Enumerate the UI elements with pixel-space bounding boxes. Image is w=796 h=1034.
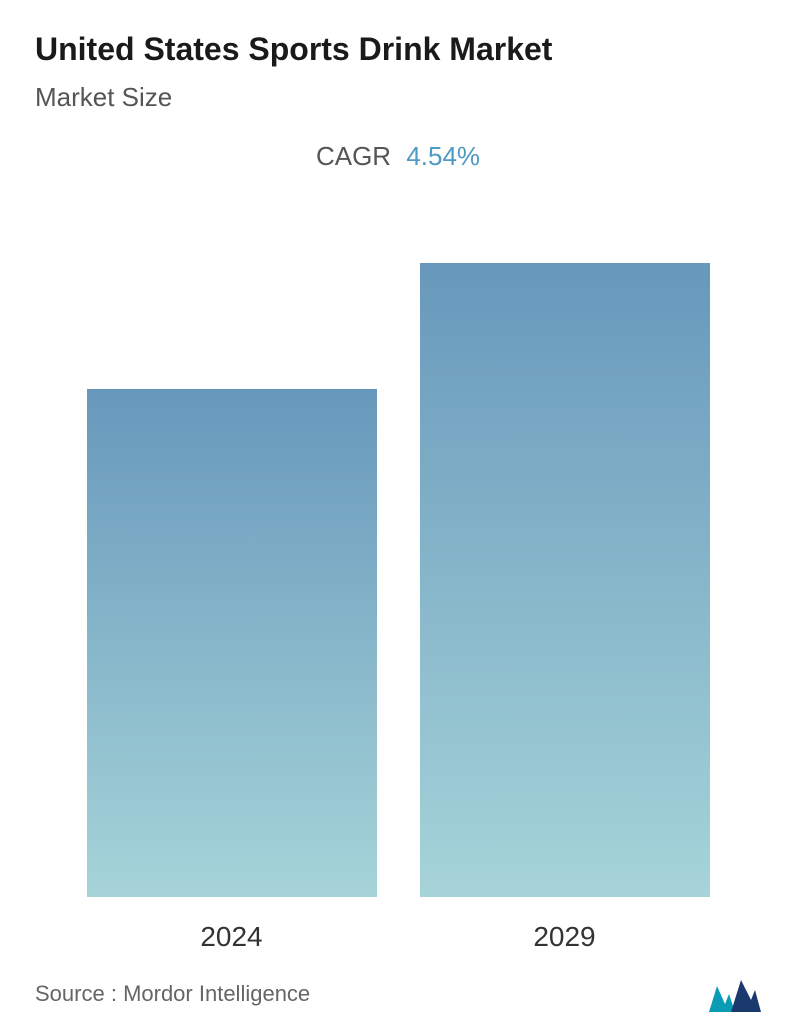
source-name: Mordor Intelligence: [123, 981, 310, 1006]
cagr-label: CAGR: [316, 141, 391, 171]
bar-2029: [420, 263, 710, 897]
bar-2024: [87, 389, 377, 897]
cagr-row: CAGR 4.54%: [35, 141, 761, 172]
bars-container: [35, 212, 761, 897]
chart-footer: Source : Mordor Intelligence: [35, 976, 761, 1012]
source-attribution: Source : Mordor Intelligence: [35, 981, 310, 1007]
chart-area: [35, 212, 761, 897]
source-label: Source :: [35, 981, 117, 1006]
x-axis-label: 2024: [87, 921, 377, 953]
x-axis-label: 2029: [420, 921, 710, 953]
mordor-logo-icon: [709, 976, 761, 1012]
cagr-value: 4.54%: [406, 141, 480, 171]
chart-title: United States Sports Drink Market: [35, 30, 761, 68]
bar-group: [420, 263, 710, 897]
bar-group: [87, 389, 377, 897]
chart-subtitle: Market Size: [35, 82, 761, 113]
x-axis-labels: 2024 2029: [35, 907, 761, 953]
